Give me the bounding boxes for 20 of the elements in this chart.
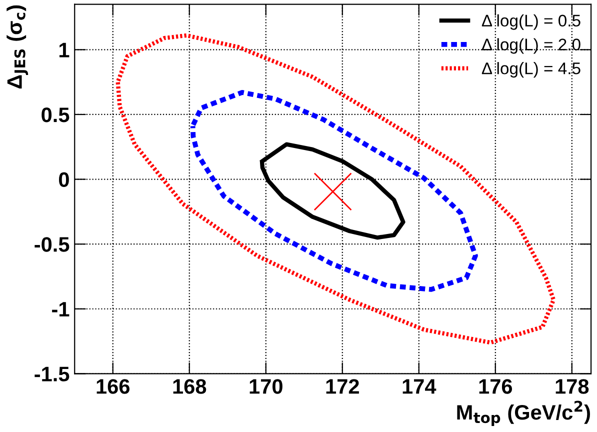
x-tick-label: 176 bbox=[479, 379, 512, 394]
x-tick-label: 168 bbox=[173, 379, 206, 394]
x-tick-label: 172 bbox=[326, 379, 359, 394]
line-series bbox=[116, 33, 556, 345]
legend-label: Δ log(L) = 0.5 bbox=[482, 14, 580, 30]
line-series bbox=[190, 90, 478, 292]
legend-label: Δ log(L) = 4.5 bbox=[482, 62, 580, 78]
y-tick-label: 1 bbox=[59, 42, 70, 58]
y-tick-label: -0.5 bbox=[34, 237, 70, 252]
y-tick-label: -1.5 bbox=[34, 366, 70, 382]
x-axis-title: M$_{top}$ (GeV/c$^{2}$) bbox=[457, 400, 590, 426]
x-tick-label: 166 bbox=[96, 379, 130, 394]
x-tick-label: 170 bbox=[250, 379, 282, 394]
y-tick-label: -1 bbox=[52, 302, 70, 316]
y-tick-label: 0.5 bbox=[42, 107, 70, 122]
y-tick-label: 0 bbox=[59, 172, 69, 188]
x-tick-label: 174 bbox=[402, 379, 436, 394]
x-tick-label: 178 bbox=[556, 379, 589, 394]
legend-label: Δ log(L) = 2.0 bbox=[482, 38, 580, 54]
y-axis-title: Δ$_{JES}$ (σ$_{c}$) bbox=[6, 5, 28, 88]
